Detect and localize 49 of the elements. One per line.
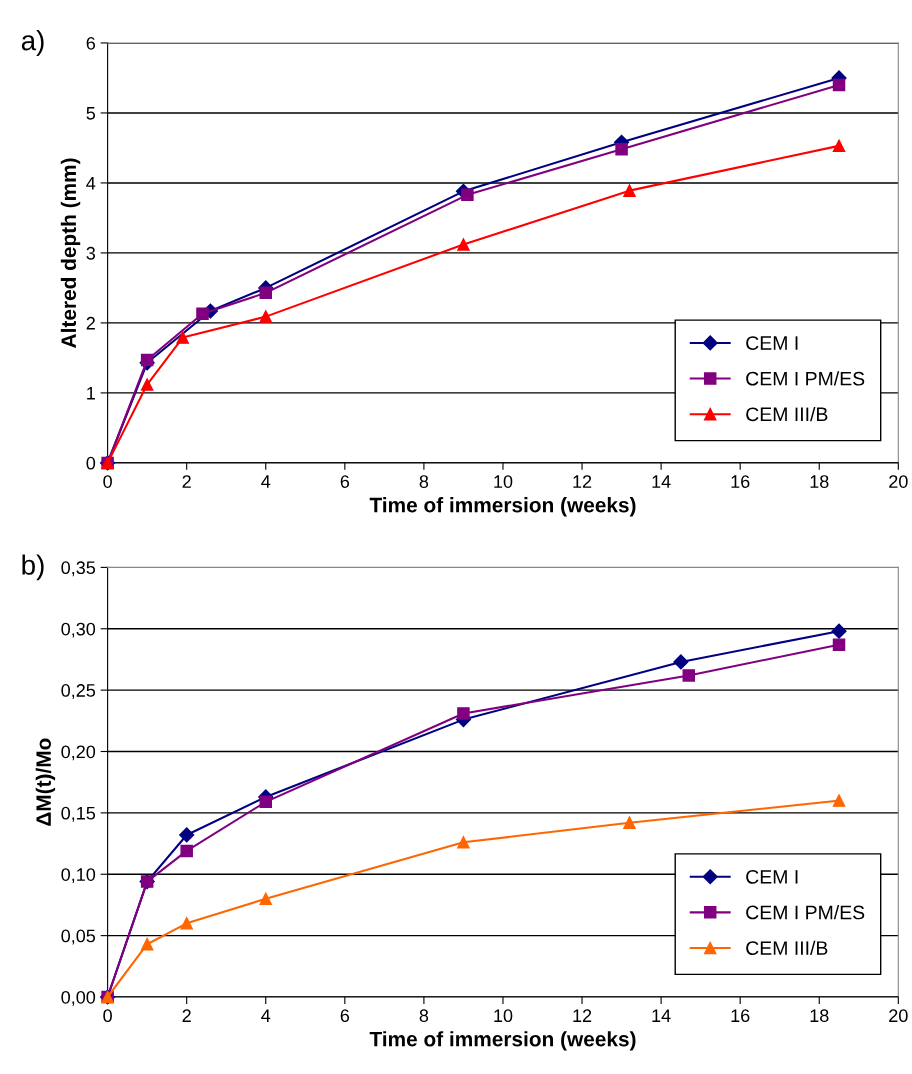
x-tick-label: 2 [182,475,191,488]
x-tick-label: 12 [573,475,592,488]
x-tick-label: 18 [810,475,829,488]
y-tick-label: 6 [86,36,96,50]
x-tick-label: 10 [494,475,513,488]
chart-title: b) [22,554,44,581]
y-tick-label: 5 [86,107,96,120]
y-tick-label: 0,25 [61,684,96,699]
x-tick-label: 6 [340,1009,350,1023]
y-tick-label: 4 [86,177,96,190]
legend-label: CEM I PM/ES [746,371,865,386]
legend-label: CEM III/B [746,406,828,422]
x-tick-label: 4 [261,1009,271,1022]
x-tick-label: 14 [652,475,671,488]
x-tick-label: 16 [731,1009,750,1023]
legend-label: CEM I [746,869,798,884]
y-tick-label: 0,00 [61,990,96,1006]
x-tick-label: 4 [261,475,271,488]
legend-label: CEM III/B [746,940,828,955]
x-tick-label: 16 [731,475,750,488]
y-tick-label: 0,35 [61,561,96,577]
x-tick-label: 10 [494,1009,513,1023]
x-tick-label: 8 [419,1009,429,1023]
y-axis-title: Altered depth (mm) [60,158,81,348]
y-tick-label: 0,30 [61,622,96,638]
x-tick-label: 0 [103,1009,112,1023]
y-tick-label: 0,15 [61,806,96,822]
chart-title: a) [21,30,44,56]
y-axis-title: ΔM(t)/Mo [35,738,56,826]
x-tick-label: 0 [103,475,112,488]
y-tick-label: 2 [86,316,95,330]
x-tick-label: 14 [652,1009,671,1022]
x-axis-title: Time of immersion (weeks) [369,1031,636,1051]
y-tick-label: 0,05 [61,929,96,945]
x-tick-label: 8 [419,475,429,488]
y-tick-label: 1 [87,387,95,400]
x-tick-label: 6 [340,475,350,488]
x-tick-label: 12 [573,1009,592,1022]
legend-label: CEM I [746,336,798,350]
y-tick-label: 0,20 [61,745,96,761]
x-tick-label: 2 [182,1009,191,1022]
x-axis-title: Time of immersion (weeks) [369,497,636,517]
y-tick-label: 0 [86,456,96,470]
legend-label: CEM I PM/ES [746,905,865,920]
y-tick-label: 0,10 [61,868,96,884]
x-tick-label: 18 [810,1009,829,1023]
x-tick-label: 20 [889,1009,908,1023]
x-tick-label: 20 [889,475,908,488]
y-tick-label: 3 [86,246,96,260]
